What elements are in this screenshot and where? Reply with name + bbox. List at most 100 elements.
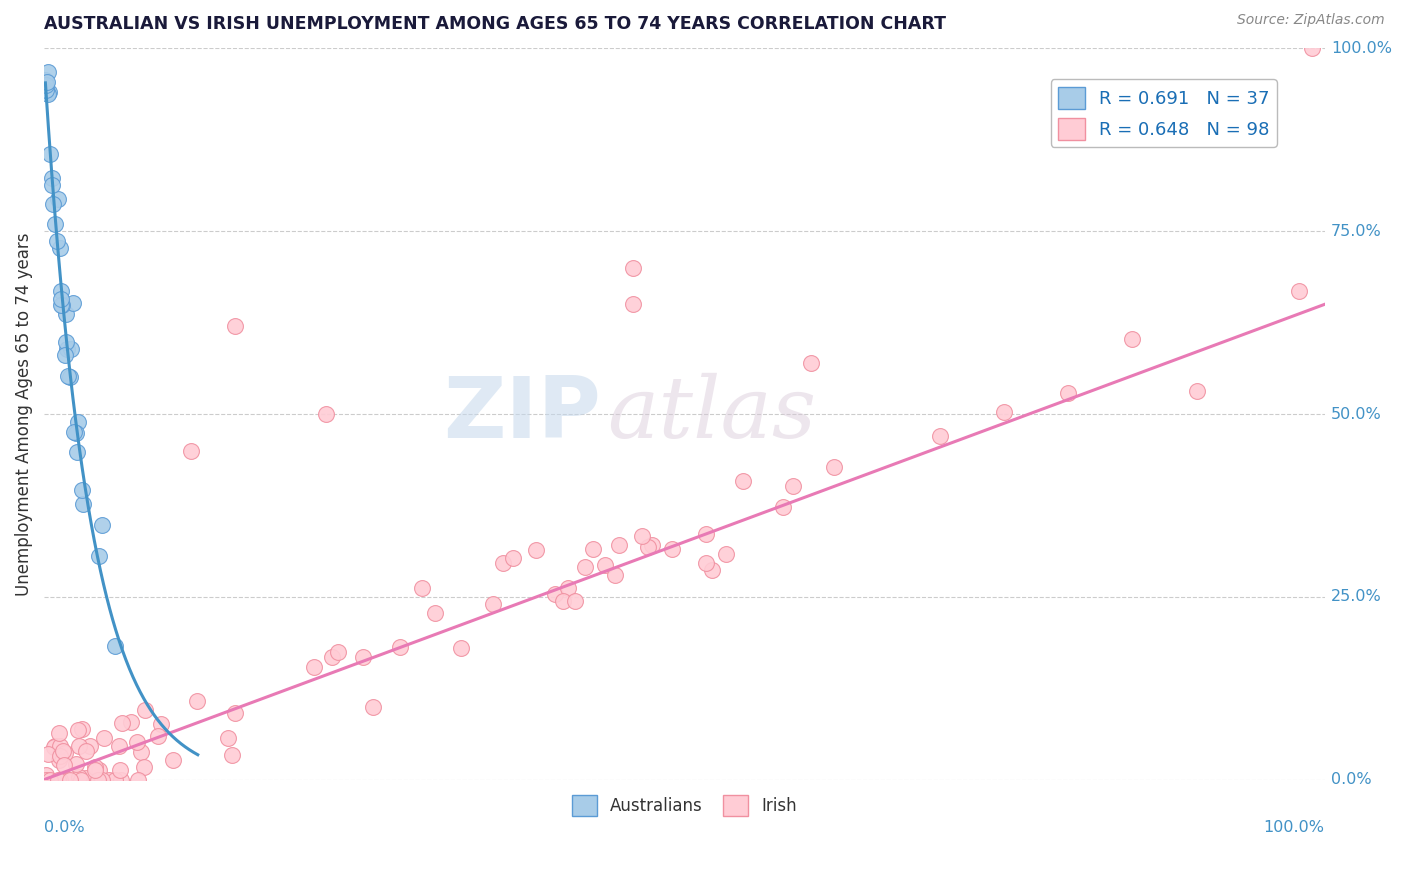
Point — [39, 147, 62, 161]
Point — [38, 85, 60, 99]
Point — [62, 425, 84, 439]
Point — [800, 356, 823, 370]
Point — [49, 739, 72, 753]
Point — [65, 426, 87, 441]
Point — [55, 334, 77, 349]
Point — [929, 429, 952, 443]
Point — [621, 297, 644, 311]
Point — [582, 541, 605, 556]
Text: 0.0%: 0.0% — [1331, 772, 1372, 787]
Point — [59, 370, 82, 384]
Point — [70, 722, 93, 736]
Point — [98, 772, 121, 787]
Point — [224, 319, 246, 334]
Point — [79, 739, 101, 754]
Point — [44, 740, 66, 755]
Point — [72, 497, 94, 511]
Point — [89, 549, 111, 563]
Point — [492, 556, 515, 570]
Point — [93, 731, 115, 745]
Text: Source: ZipAtlas.com: Source: ZipAtlas.com — [1237, 13, 1385, 28]
Point — [41, 178, 63, 193]
Point — [49, 749, 72, 764]
Point — [49, 284, 72, 298]
Point — [132, 760, 155, 774]
Point — [66, 723, 89, 738]
Point — [67, 770, 90, 784]
Point — [58, 368, 80, 383]
Point — [695, 526, 717, 541]
Point — [67, 415, 90, 429]
Point — [46, 192, 69, 206]
Point — [993, 405, 1015, 419]
Point — [108, 739, 131, 753]
Point — [557, 581, 579, 595]
Point — [87, 763, 110, 777]
Point — [49, 772, 72, 787]
Point — [186, 694, 208, 708]
Point — [772, 500, 794, 515]
Point — [423, 607, 446, 621]
Point — [574, 560, 596, 574]
Point — [131, 745, 153, 759]
Point — [304, 660, 326, 674]
Point — [48, 726, 70, 740]
Point — [65, 756, 87, 771]
Point — [66, 445, 89, 459]
Point — [55, 307, 77, 321]
Point — [44, 217, 66, 231]
Point — [450, 641, 472, 656]
Point — [661, 542, 683, 557]
Point — [125, 735, 148, 749]
Point — [52, 758, 75, 772]
Point — [1057, 385, 1080, 400]
Text: 0.0%: 0.0% — [44, 820, 84, 835]
Point — [593, 558, 616, 572]
Point — [49, 298, 72, 312]
Text: 25.0%: 25.0% — [1331, 590, 1382, 604]
Point — [1121, 332, 1143, 346]
Point — [564, 594, 586, 608]
Point — [388, 640, 411, 654]
Point — [49, 293, 72, 307]
Point — [146, 730, 169, 744]
Text: atlas: atlas — [607, 373, 817, 456]
Point — [641, 538, 664, 552]
Point — [695, 556, 717, 570]
Point — [603, 568, 626, 582]
Point — [37, 87, 59, 102]
Point — [502, 550, 524, 565]
Point — [149, 716, 172, 731]
Point — [524, 543, 547, 558]
Point — [75, 744, 97, 758]
Legend: Australians, Irish: Australians, Irish — [565, 789, 803, 822]
Point — [41, 171, 63, 186]
Point — [44, 739, 66, 753]
Text: 50.0%: 50.0% — [1331, 407, 1382, 422]
Point — [221, 748, 243, 763]
Point — [411, 581, 433, 595]
Point — [56, 342, 79, 356]
Point — [35, 78, 58, 92]
Point — [104, 772, 127, 787]
Point — [553, 594, 575, 608]
Point — [162, 753, 184, 767]
Point — [224, 706, 246, 721]
Point — [326, 645, 349, 659]
Point — [35, 83, 58, 97]
Point — [823, 460, 845, 475]
Point — [34, 73, 56, 87]
Point — [62, 296, 84, 310]
Point — [58, 772, 80, 787]
Point — [51, 298, 73, 312]
Point — [35, 772, 58, 787]
Point — [46, 772, 69, 787]
Point — [127, 772, 149, 787]
Point — [52, 744, 75, 758]
Point — [352, 650, 374, 665]
Point — [1301, 41, 1323, 55]
Point — [35, 768, 58, 782]
Point — [714, 548, 737, 562]
Text: ZIP: ZIP — [443, 373, 602, 456]
Point — [607, 538, 630, 552]
